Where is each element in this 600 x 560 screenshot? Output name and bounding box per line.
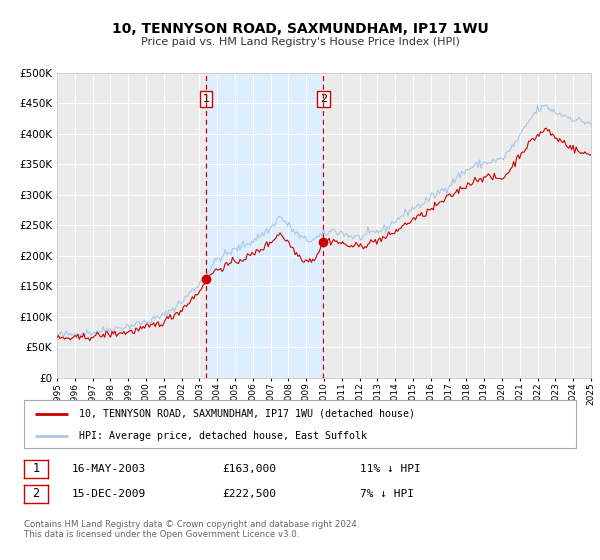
Bar: [206, 73, 323, 378]
Text: 7% ↓ HPI: 7% ↓ HPI: [360, 489, 414, 499]
Text: 10, TENNYSON ROAD, SAXMUNDHAM, IP17 1WU: 10, TENNYSON ROAD, SAXMUNDHAM, IP17 1WU: [112, 22, 488, 36]
Text: 2: 2: [320, 94, 327, 104]
Text: 10, TENNYSON ROAD, SAXMUNDHAM, IP17 1WU (detached house): 10, TENNYSON ROAD, SAXMUNDHAM, IP17 1WU …: [79, 409, 415, 419]
Text: Contains HM Land Registry data © Crown copyright and database right 2024.
This d: Contains HM Land Registry data © Crown c…: [24, 520, 359, 539]
Text: £222,500: £222,500: [222, 489, 276, 499]
Text: 2: 2: [32, 487, 40, 501]
Text: 11% ↓ HPI: 11% ↓ HPI: [360, 464, 421, 474]
Text: HPI: Average price, detached house, East Suffolk: HPI: Average price, detached house, East…: [79, 431, 367, 441]
Text: 1: 1: [32, 462, 40, 475]
Text: 16-MAY-2003: 16-MAY-2003: [72, 464, 146, 474]
Text: Price paid vs. HM Land Registry's House Price Index (HPI): Price paid vs. HM Land Registry's House …: [140, 37, 460, 47]
Text: £163,000: £163,000: [222, 464, 276, 474]
Text: 15-DEC-2009: 15-DEC-2009: [72, 489, 146, 499]
Text: 1: 1: [202, 94, 209, 104]
